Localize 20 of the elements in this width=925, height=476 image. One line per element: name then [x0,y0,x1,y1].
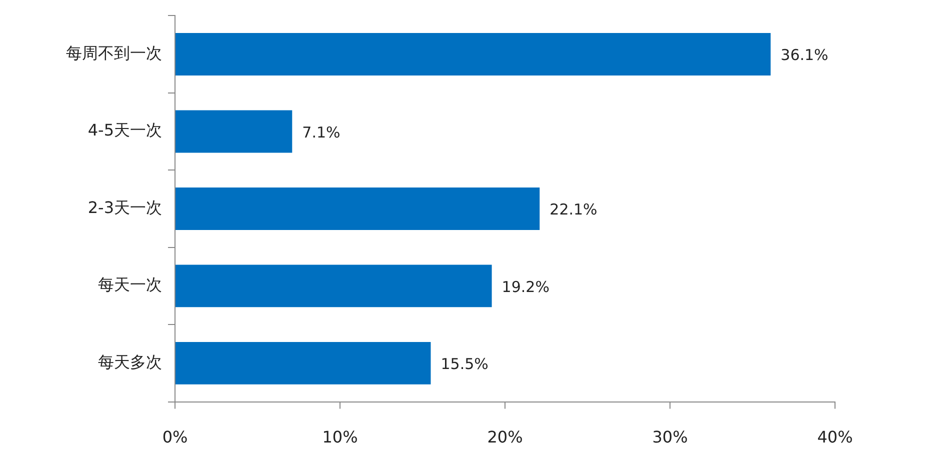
x-tick-label: 0% [162,428,188,447]
data-label: 15.5% [440,355,488,374]
y-tick-label: 4-5天一次 [88,120,162,140]
bar [176,187,540,230]
bar [176,32,771,76]
data-label: 22.1% [550,200,598,219]
y-tick-label: 每周不到一次 [66,43,162,62]
data-label: 7.1% [302,123,340,142]
y-tick-label: 2-3天一次 [88,198,162,217]
data-label: 36.1% [780,46,828,64]
y-tick-label: 每天一次 [98,275,162,294]
bar [176,110,292,153]
data-label: 19.2% [502,278,550,296]
x-tick-label: 10% [322,428,358,447]
x-tick-label: 30% [652,428,688,447]
x-tick-label: 20% [487,428,523,447]
bar [176,264,492,308]
y-tick-label: 每天多次 [98,352,162,372]
bar [176,342,431,384]
x-tick-label: 40% [817,428,853,447]
